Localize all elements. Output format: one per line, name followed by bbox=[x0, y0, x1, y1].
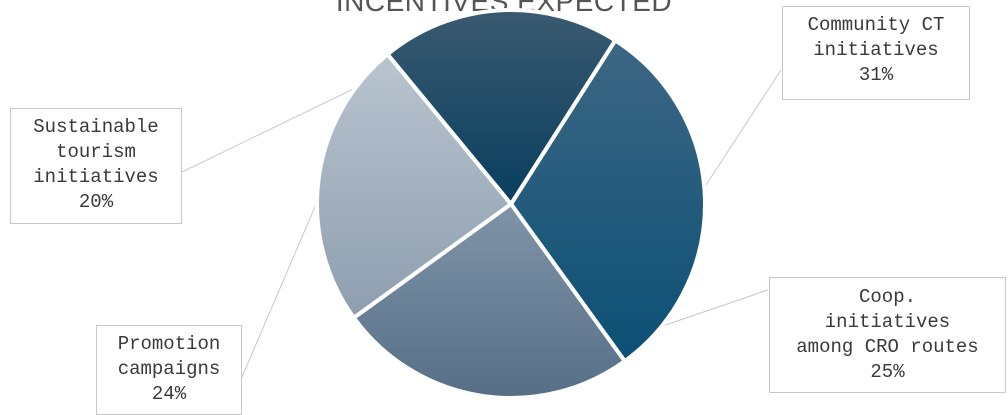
pie-slice-sustainable bbox=[385, 7, 618, 206]
pie-slice-coop bbox=[351, 202, 627, 400]
callout-label-line: Sustainable bbox=[33, 116, 159, 138]
callout-label-line: Community CT bbox=[807, 14, 945, 36]
callout-label-line: Coop. bbox=[858, 286, 916, 308]
pie-slice-promotion bbox=[315, 52, 513, 320]
pie-slice-community bbox=[509, 38, 708, 364]
callout-label-line: Promotion bbox=[117, 333, 221, 355]
callout-label-line: initiatives bbox=[813, 39, 939, 61]
callout-sustainable: Sustainable tourism initiatives 20% bbox=[10, 108, 182, 224]
callout-value: 25% bbox=[870, 361, 905, 383]
callout-coop: Coop. initiatives among CRO routes 25% bbox=[769, 277, 1006, 393]
callout-value: 24% bbox=[151, 383, 187, 405]
callout-label-line: among CRO routes bbox=[796, 336, 979, 358]
callout-value: 20% bbox=[78, 191, 114, 213]
callout-promotion: Promotion campaigns 24% bbox=[96, 325, 242, 415]
callout-label-line: campaigns bbox=[117, 358, 221, 380]
leader-line-promotion bbox=[241, 180, 327, 378]
leader-line-community bbox=[696, 69, 782, 199]
pie-slices bbox=[315, 7, 708, 400]
callout-label-line: tourism bbox=[56, 141, 136, 163]
callout-label-line: initiatives bbox=[33, 166, 159, 188]
callout-label-line: initiatives bbox=[824, 311, 951, 333]
callout-value: 31% bbox=[858, 64, 894, 86]
callout-community: Community CT initiatives 31% bbox=[782, 6, 970, 100]
